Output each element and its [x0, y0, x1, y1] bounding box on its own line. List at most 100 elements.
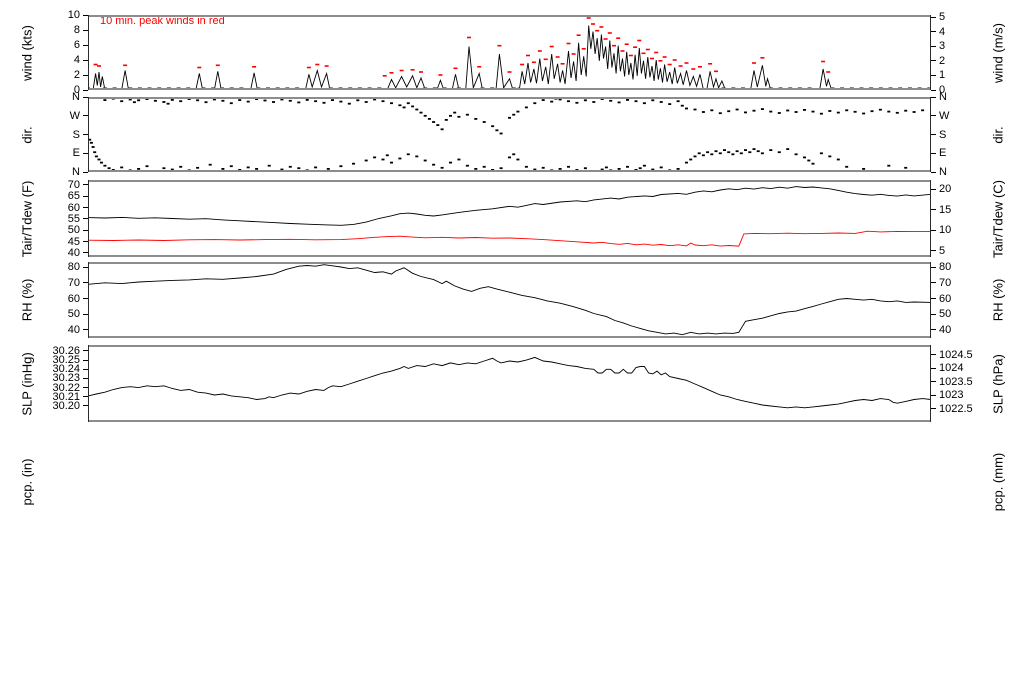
wind-tick-left — [83, 59, 88, 61]
rh-chart-canvas — [88, 262, 931, 338]
slp-tick-left — [83, 405, 88, 407]
dew-point-line — [88, 230, 931, 247]
tair-tick-label-right: 10 — [939, 224, 952, 237]
tair-tick-label-left: 55 — [67, 212, 80, 225]
rh-tick-label-right: 80 — [939, 261, 952, 274]
wind-tick-right — [931, 45, 936, 47]
wind-tick-label-left: 10 — [67, 9, 80, 21]
slp-tick-label-right: 1023 — [939, 389, 964, 402]
slp-chart-canvas — [88, 345, 931, 422]
dir-tick-right — [931, 96, 936, 98]
axis-label-left-pcp: pcp. (in) — [19, 458, 35, 506]
slp-tick-right — [931, 367, 936, 369]
wind-tick-label-right: 5 — [939, 11, 946, 24]
dir-tick-right — [931, 134, 936, 135]
rh-tick-left — [83, 298, 88, 299]
rh-tick-label-left: 70 — [67, 276, 80, 289]
slp-tick-label-right: 1024.5 — [939, 348, 973, 361]
slp-tick-label-left: 30.20 — [52, 399, 80, 412]
slp-tick-label-left: 30.24 — [52, 363, 80, 376]
dir-tick-label-left: E — [72, 147, 80, 160]
slp-tick-label-left: 30.23 — [52, 372, 80, 385]
dir-tick-right — [931, 171, 936, 173]
rh-tick-label-right: 70 — [939, 276, 952, 289]
slp-tick-label-left: 30.25 — [52, 354, 80, 367]
dir-tick-left — [83, 134, 88, 135]
slp-tick-left — [83, 377, 88, 379]
wind-tick-label-left: 2 — [73, 69, 80, 81]
panel-dir — [88, 97, 931, 172]
wind-direction-markers — [88, 97, 925, 172]
slp-tick-label-right: 1023.5 — [939, 375, 973, 388]
tair-tick-label-left: 60 — [67, 201, 80, 214]
tair-tick-label-right: 15 — [939, 203, 952, 216]
tair-tick-left — [83, 241, 88, 243]
rh-tick-right — [931, 266, 936, 268]
dir-chart-canvas — [88, 97, 931, 172]
peak-winds-note: 10 min. peak winds in red — [100, 15, 225, 27]
dir-tick-label-right: S — [939, 128, 947, 141]
wind-tick-label-left: 0 — [73, 84, 80, 96]
tair-tick-label-left: 40 — [67, 246, 80, 259]
slp-tick-label-left: 30.22 — [52, 381, 80, 394]
slp-tick-left — [83, 368, 88, 370]
slp-tick-label-right: 1024 — [939, 362, 964, 375]
tair-tick-left — [83, 184, 88, 186]
tair-tick-left — [83, 195, 88, 197]
rh-tick-label-right: 60 — [939, 292, 952, 305]
10-min-peak-winds-markers — [93, 17, 831, 77]
rh-tick-right — [931, 313, 936, 315]
air-temperature-line — [88, 186, 931, 226]
rh-tick-label-left: 80 — [67, 261, 80, 274]
slp-tick-left — [83, 350, 88, 352]
wind-tick-right — [931, 74, 936, 76]
rh-tick-right — [931, 298, 936, 299]
wind-tick-left — [83, 29, 88, 31]
slp-tick-right — [931, 394, 936, 396]
tair-chart-canvas — [88, 180, 931, 257]
rh-tick-left — [83, 266, 88, 268]
rh-tick-label-left: 40 — [67, 323, 80, 336]
wind-chart-canvas — [88, 15, 931, 90]
rh-tick-label-right: 40 — [939, 323, 952, 336]
tair-tick-label-left: 45 — [67, 235, 80, 248]
slp-tick-left — [83, 359, 88, 361]
tair-tick-label-left: 70 — [67, 178, 80, 191]
relative-humidity-line — [88, 264, 931, 336]
slp-tick-label-right: 1022.5 — [939, 402, 973, 415]
slp-tick-right — [931, 408, 936, 410]
dir-tick-right — [931, 152, 936, 154]
rh-tick-left — [83, 313, 88, 315]
slp-tick-right — [931, 354, 936, 356]
axis-label-right-pcp: pcp. (mm) — [990, 452, 1006, 512]
panel-tair — [88, 180, 931, 257]
tair-tick-label-right: 5 — [939, 244, 946, 257]
tair-tick-right — [931, 209, 936, 211]
rh-tick-left — [83, 329, 88, 331]
dir-tick-label-right: N — [939, 91, 947, 103]
panel-slp — [88, 345, 931, 422]
rh-tick-label-right: 50 — [939, 308, 952, 321]
dir-tick-left — [83, 152, 88, 154]
wind-tick-label-left: 4 — [73, 54, 80, 66]
rh-tick-right — [931, 282, 936, 284]
wind-tick-label-right: 0 — [939, 84, 946, 96]
tair-tick-left — [83, 229, 88, 231]
wind-tick-left — [83, 44, 88, 46]
tair-tick-right — [931, 188, 936, 190]
slp-tick-left — [83, 387, 88, 389]
tair-tick-label-left: 65 — [67, 190, 80, 203]
tair-tick-left — [83, 252, 88, 254]
dir-tick-label-right: N — [939, 166, 947, 178]
wind-tick-right — [931, 60, 936, 62]
rh-tick-left — [83, 282, 88, 284]
dir-tick-label-left: N — [72, 166, 80, 178]
wind-tick-label-right: 1 — [939, 69, 946, 82]
dir-tick-label-right: E — [939, 147, 947, 160]
wind-tick-label-left: 6 — [73, 39, 80, 51]
tair-tick-right — [931, 229, 936, 231]
tair-tick-right — [931, 250, 936, 252]
dir-tick-left — [83, 96, 88, 98]
sea-level-pressure-line — [88, 356, 931, 409]
wind-tick-right — [931, 89, 936, 91]
